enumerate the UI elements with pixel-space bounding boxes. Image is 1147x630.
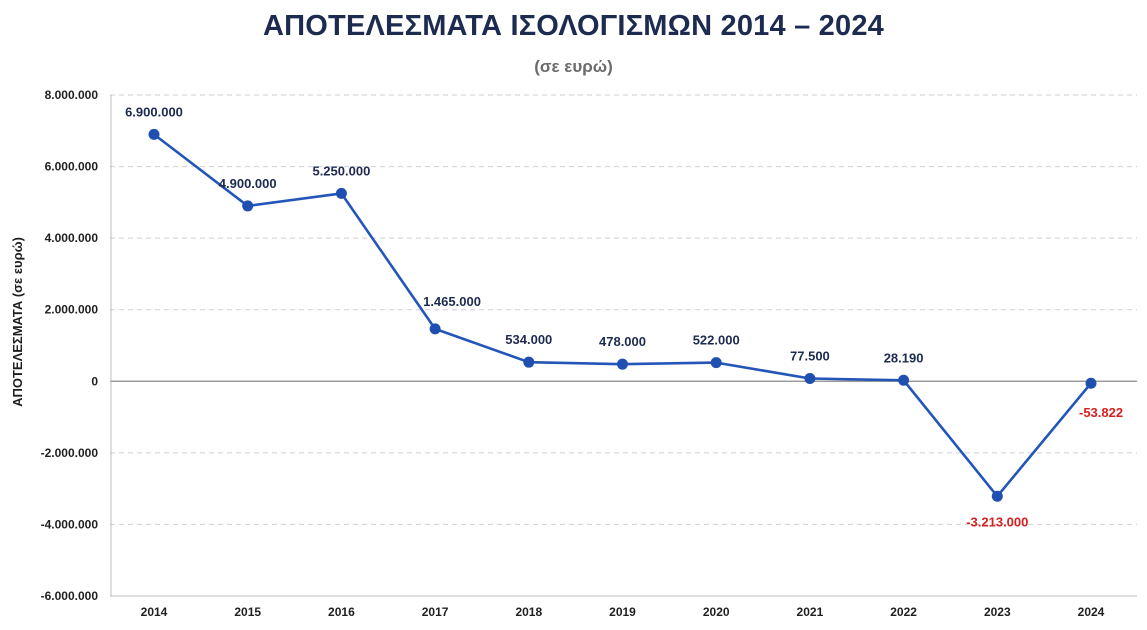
data-label: -53.822 xyxy=(1079,405,1123,420)
markers-layer xyxy=(148,128,1097,502)
series-line xyxy=(153,133,1093,498)
data-point xyxy=(335,187,347,199)
y-axis-title: ΑΠΟΤΕΛΕΣΜΑΤΑ (σε ευρώ) xyxy=(10,237,25,407)
data-point xyxy=(991,490,1003,502)
x-tick-label: 2017 xyxy=(422,605,449,619)
y-tick-label: 2.000.000 xyxy=(45,303,99,317)
x-tick-label: 2022 xyxy=(890,605,917,619)
data-labels-layer: 6.900.000 4.900.000 5.250.000 1.465.000 534.… xyxy=(125,104,1123,529)
x-tick-label: 2014 xyxy=(141,605,168,619)
data-point xyxy=(898,374,910,386)
y-axis: 8.000.000 6.000.000 4.000.000 2.000.000 0 -2.… xyxy=(41,88,112,603)
x-tick-label: 2021 xyxy=(797,605,824,619)
data-point xyxy=(523,356,535,368)
x-tick-label: 2018 xyxy=(515,605,542,619)
y-tick-label: -4.000.000 xyxy=(41,517,99,531)
data-point xyxy=(242,200,254,212)
x-tick-label: 2020 xyxy=(703,605,730,619)
data-label: 77.500 xyxy=(790,349,830,364)
x-tick-label: 2024 xyxy=(1078,605,1105,619)
series-line-layer xyxy=(153,133,1093,498)
x-tick-label: 2016 xyxy=(328,605,355,619)
gridlines xyxy=(110,94,1137,525)
data-point xyxy=(429,323,441,335)
data-label: 28.190 xyxy=(884,350,924,365)
data-label: 534.000 xyxy=(505,332,552,347)
y-tick-label: 0 xyxy=(91,374,98,388)
chart-subtitle: (σε ευρώ) xyxy=(534,57,613,76)
data-point xyxy=(617,358,628,370)
y-tick-label: 6.000.000 xyxy=(45,160,99,174)
data-label: 4.900.000 xyxy=(219,176,277,191)
data-label: 6.900.000 xyxy=(125,104,183,119)
data-label: 522.000 xyxy=(693,333,740,348)
x-tick-label: 2019 xyxy=(609,605,636,619)
x-tick-label: 2015 xyxy=(234,605,261,619)
data-label: 5.250.000 xyxy=(312,163,370,178)
y-tick-label: -2.000.000 xyxy=(41,446,99,460)
chart-title: ΑΠΟΤΕΛΕΣΜΑΤΑ ΙΣΟΛΟΓΙΣΜΩΝ 2014 – 2024 xyxy=(263,10,884,42)
data-label: 1.465.000 xyxy=(423,294,481,309)
data-label: 478.000 xyxy=(599,334,646,349)
y-tick-label: 8.000.000 xyxy=(45,88,99,102)
x-tick-label: 2023 xyxy=(984,605,1011,619)
y-tick-label: -6.000.000 xyxy=(41,589,99,603)
data-point xyxy=(804,373,816,385)
data-point xyxy=(710,357,722,369)
data-point xyxy=(1085,377,1097,389)
data-label: -3.213.000 xyxy=(966,514,1028,529)
y-tick-label: 4.000.000 xyxy=(45,231,99,245)
data-point xyxy=(148,128,160,140)
x-axis: 2014 2015 2016 2017 2018 2019 2020 2021 2022 2023… xyxy=(110,595,1137,619)
